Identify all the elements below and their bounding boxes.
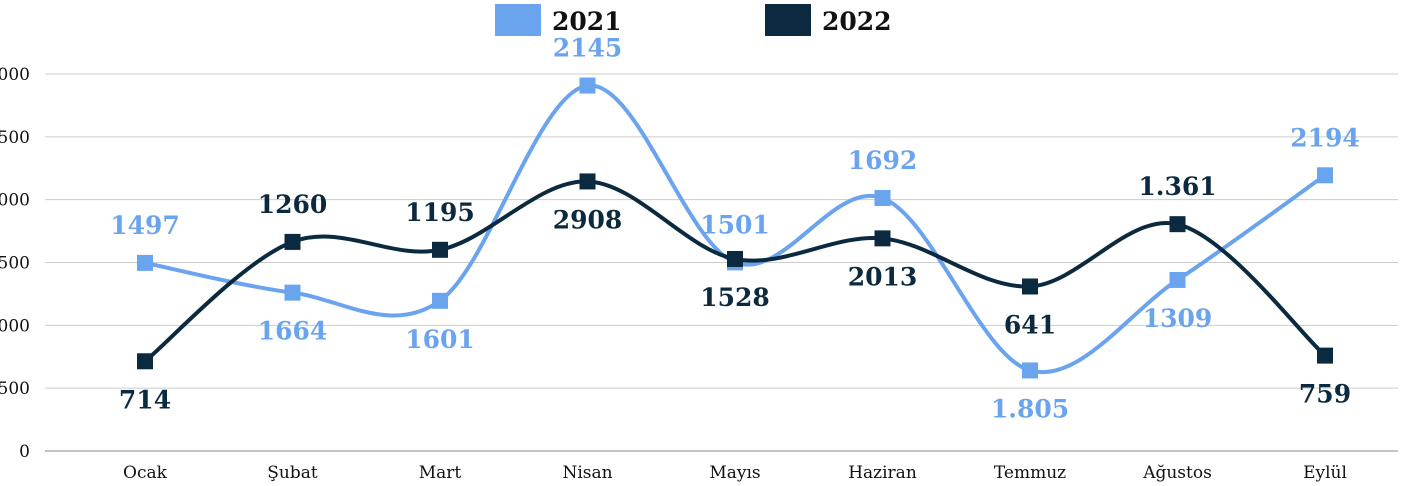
marker <box>1169 216 1186 233</box>
data-label: 2908 <box>553 205 623 234</box>
marker <box>1022 278 1038 295</box>
x-tick-label: Temmuz <box>994 463 1066 483</box>
marker <box>1169 271 1186 288</box>
y-tick-label: 2500 <box>0 128 30 148</box>
y-tick-label: 1000 <box>0 316 30 336</box>
data-label: 641 <box>1004 311 1056 340</box>
x-tick-label: Ağustos <box>1142 463 1212 483</box>
x-tick-label: Mayıs <box>709 463 760 483</box>
marker <box>727 250 743 267</box>
x-tick-label: Ocak <box>123 463 168 483</box>
data-label: 1195 <box>405 198 475 227</box>
data-label: 1501 <box>700 210 770 239</box>
data-label: 1601 <box>405 325 475 354</box>
data-label: 1.805 <box>991 394 1069 423</box>
legend-swatch <box>495 4 541 36</box>
y-tick-label: 1500 <box>0 254 30 274</box>
data-label: 1528 <box>700 283 770 312</box>
x-tick-label: Şubat <box>267 463 318 483</box>
marker <box>137 254 153 271</box>
data-label: 1497 <box>110 211 180 240</box>
data-label: 2013 <box>848 262 918 291</box>
legend-label: 2022 <box>822 7 892 36</box>
data-label: 1260 <box>258 190 328 219</box>
marker <box>579 173 596 190</box>
x-tick-label: Haziran <box>848 463 917 483</box>
data-label: 759 <box>1299 380 1351 409</box>
marker <box>432 241 448 258</box>
marker <box>874 190 891 207</box>
x-tick-label: Nisan <box>562 463 612 483</box>
data-label: 1309 <box>1143 304 1213 333</box>
marker <box>1317 347 1333 364</box>
marker <box>284 284 301 301</box>
marker <box>432 292 448 309</box>
marker <box>579 77 596 94</box>
marker <box>874 230 891 247</box>
data-label: 2145 <box>553 34 623 63</box>
marker <box>1022 362 1038 379</box>
marker <box>284 233 301 250</box>
y-tick-label: 0 <box>19 442 30 462</box>
legend-label: 2021 <box>552 7 622 36</box>
y-tick-label: 3000 <box>0 65 30 85</box>
data-label: 714 <box>119 385 171 414</box>
marker <box>1317 167 1333 184</box>
data-label: 2194 <box>1290 123 1360 152</box>
data-label: 1664 <box>258 317 328 346</box>
data-label: 1692 <box>848 146 918 175</box>
x-tick-label: Mart <box>419 463 462 483</box>
legend-swatch <box>765 4 811 36</box>
marker <box>137 353 153 370</box>
data-label: 1.361 <box>1138 172 1216 201</box>
y-tick-label: 2000 <box>0 191 30 211</box>
y-tick-label: 500 <box>0 379 30 399</box>
x-tick-label: Eylül <box>1303 463 1347 483</box>
